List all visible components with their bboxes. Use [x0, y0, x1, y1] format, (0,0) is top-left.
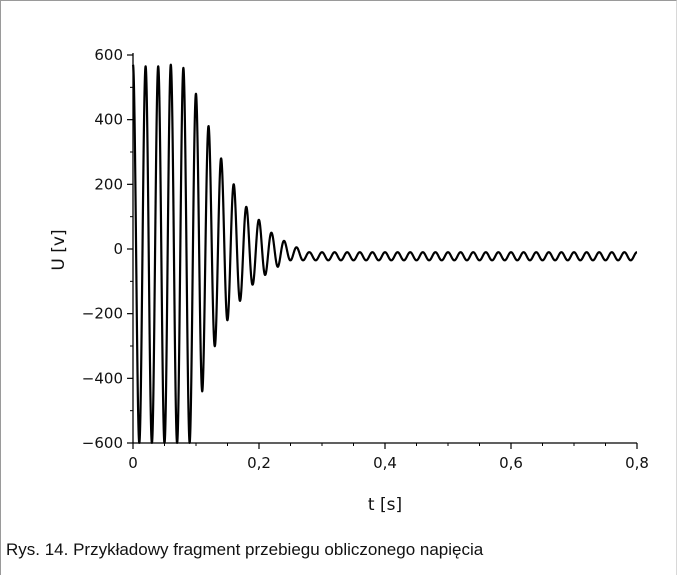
y-tick-label: −400 — [82, 369, 123, 387]
y-tick-label: 0 — [113, 240, 123, 258]
y-tick-label: 400 — [94, 111, 123, 129]
y-tick-label: −600 — [82, 434, 123, 452]
y-tick-label: 200 — [94, 175, 123, 193]
x-tick-label: 0,8 — [625, 454, 649, 472]
y-tick-label: −200 — [82, 305, 123, 323]
x-axis-label: t [s] — [368, 495, 402, 515]
x-tick-label: 0,4 — [373, 454, 397, 472]
figure-caption: Rys. 14. Przykładowy fragment przebiegu … — [6, 540, 484, 559]
y-tick-label: 600 — [94, 46, 123, 64]
y-axis-label: U [v] — [49, 229, 69, 270]
voltage-waveform — [131, 63, 638, 444]
chart-axes — [132, 53, 637, 444]
x-tick-label: 0,6 — [499, 454, 523, 472]
x-tick-label: 0 — [128, 454, 138, 472]
chart-ticks: −600 −400 −200 0 200 400 600 0 0,2 0,4 0,6 0,8 — [82, 46, 649, 472]
x-tick-label: 0,2 — [247, 454, 271, 472]
voltage-chart: −600 −400 −200 0 200 400 600 0 0,2 0,4 0,6 0,8 t [s… — [49, 46, 649, 515]
